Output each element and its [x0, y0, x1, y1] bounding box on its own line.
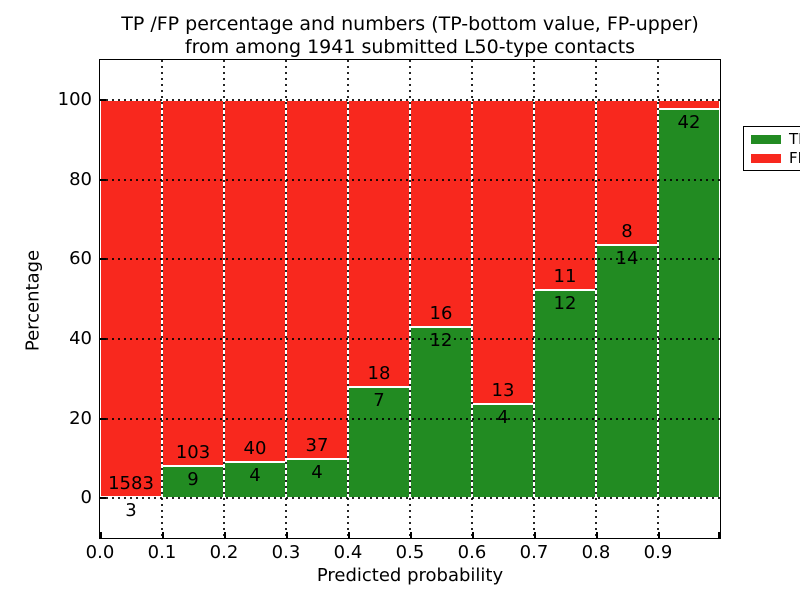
x-tick-mark — [100, 532, 102, 538]
y-tick-label: 80 — [69, 168, 92, 190]
bar-label-tp: 4 — [311, 462, 323, 484]
bar-label-tp: 3 — [125, 500, 137, 522]
y-tick-label: 40 — [69, 327, 92, 349]
gridline-vertical — [347, 60, 349, 538]
bar-segment-fp — [100, 99, 162, 498]
bar-label-tp: 12 — [429, 330, 453, 352]
bar-label-tp: 4 — [497, 407, 509, 429]
bar-label-fp: 103 — [175, 442, 211, 464]
x-tick-label: 0.6 — [457, 542, 487, 563]
x-tick-mark — [658, 532, 660, 538]
bar-segment-tp — [410, 327, 472, 499]
bar-label-tp: 9 — [187, 469, 199, 491]
legend-swatch-tp — [751, 135, 781, 144]
x-tick-label: 0.2 — [209, 542, 239, 563]
x-tick-label: 0.8 — [581, 542, 611, 563]
bar-label-fp: 8 — [621, 220, 633, 242]
x-tick-label: 0.4 — [333, 542, 363, 563]
gridline-vertical — [595, 60, 597, 538]
legend-label: TP — [789, 130, 800, 148]
x-tick-label: 0.5 — [395, 542, 425, 563]
x-tick-mark — [410, 532, 412, 538]
y-tick-mark — [100, 98, 106, 101]
x-tick-label: 0.1 — [147, 542, 177, 563]
bar-segment-fp — [472, 99, 534, 405]
y-tick-mark — [100, 178, 106, 181]
gridline-vertical — [285, 60, 287, 538]
x-tick-label: 0.9 — [643, 542, 673, 563]
gridline-vertical — [533, 60, 535, 538]
legend-label: FP — [789, 149, 800, 167]
gridline-horizontal — [100, 98, 720, 101]
bar-label-fp: 16 — [429, 303, 453, 325]
legend-item-fp: FP — [751, 151, 800, 166]
bar-label-fp: 13 — [491, 380, 515, 402]
bar-segment-tp — [348, 386, 410, 499]
bar-segment-fp — [162, 99, 224, 467]
y-tick-mark — [100, 258, 106, 261]
bar-label-tp: 42 — [677, 112, 701, 134]
gridline-horizontal — [100, 417, 720, 420]
y-tick-mark — [100, 497, 106, 500]
bar-label-fp: 11 — [553, 266, 577, 288]
gridline-horizontal — [100, 178, 720, 181]
y-axis-label: Percentage — [22, 249, 44, 352]
bar-label-fp: 40 — [243, 437, 267, 459]
bar-label-tp: 12 — [553, 293, 577, 315]
bar-label-fp: 18 — [367, 362, 391, 384]
bar-segment-tp — [534, 290, 596, 499]
gridline-vertical — [657, 60, 659, 538]
x-tick-mark — [348, 532, 350, 538]
x-tick-mark — [534, 532, 536, 538]
y-tick-label: 60 — [69, 248, 92, 270]
bar-label-tp: 7 — [373, 389, 385, 411]
gridline-vertical — [409, 60, 411, 538]
bar-segment-fp — [224, 99, 286, 462]
x-tick-mark — [162, 532, 164, 538]
x-tick-label: 0.7 — [519, 542, 549, 563]
bar-segment-fp — [658, 99, 720, 110]
y-tick-mark — [100, 417, 106, 420]
gridline-vertical — [161, 60, 163, 538]
legend: TPFP — [743, 126, 800, 171]
bar-label-fp: 37 — [305, 435, 329, 457]
x-tick-label: 0.0 — [85, 542, 115, 563]
x-axis-label: Predicted probability — [316, 565, 504, 586]
bar-segment-tp — [286, 459, 348, 499]
bar-label-tp: 4 — [249, 464, 261, 486]
bar-segment-fp — [348, 99, 410, 387]
y-tick-label: 100 — [57, 88, 92, 110]
gridline-vertical — [223, 60, 225, 538]
legend-item-tp: TP — [751, 132, 800, 147]
bar-label-fp: 1583 — [108, 473, 154, 495]
gridline-horizontal — [100, 258, 720, 261]
plot-area: 1583 3 103 9 40 4 37 4 18 7 16 12 13 4 11 12 8 14 42 TPFP — [99, 59, 800, 539]
legend-swatch-fp — [751, 154, 781, 163]
bar-segment-tp — [596, 244, 658, 499]
chart-title-line1: TP /FP percentage and numbers (TP-bottom… — [121, 13, 699, 35]
bar-segment-fp — [286, 99, 348, 460]
gridline-horizontal — [100, 497, 720, 500]
bar-segment-tp — [658, 109, 720, 499]
y-tick-label: 0 — [80, 487, 92, 509]
y-tick-mark — [100, 337, 106, 340]
gridline-vertical — [471, 60, 473, 538]
bar-label-tp: 14 — [615, 247, 639, 269]
bar-segment-fp — [410, 99, 472, 328]
chart-title-line2: from among 1941 submitted L50-type conta… — [184, 36, 636, 58]
x-tick-mark — [224, 532, 226, 538]
x-tick-mark — [718, 532, 720, 538]
x-tick-mark — [596, 532, 598, 538]
x-tick-mark — [286, 532, 288, 538]
y-tick-label: 20 — [69, 407, 92, 429]
bar-segment-fp — [534, 99, 596, 291]
x-tick-mark — [472, 532, 474, 538]
x-tick-label: 0.3 — [271, 542, 301, 563]
gridline-horizontal — [100, 337, 720, 340]
